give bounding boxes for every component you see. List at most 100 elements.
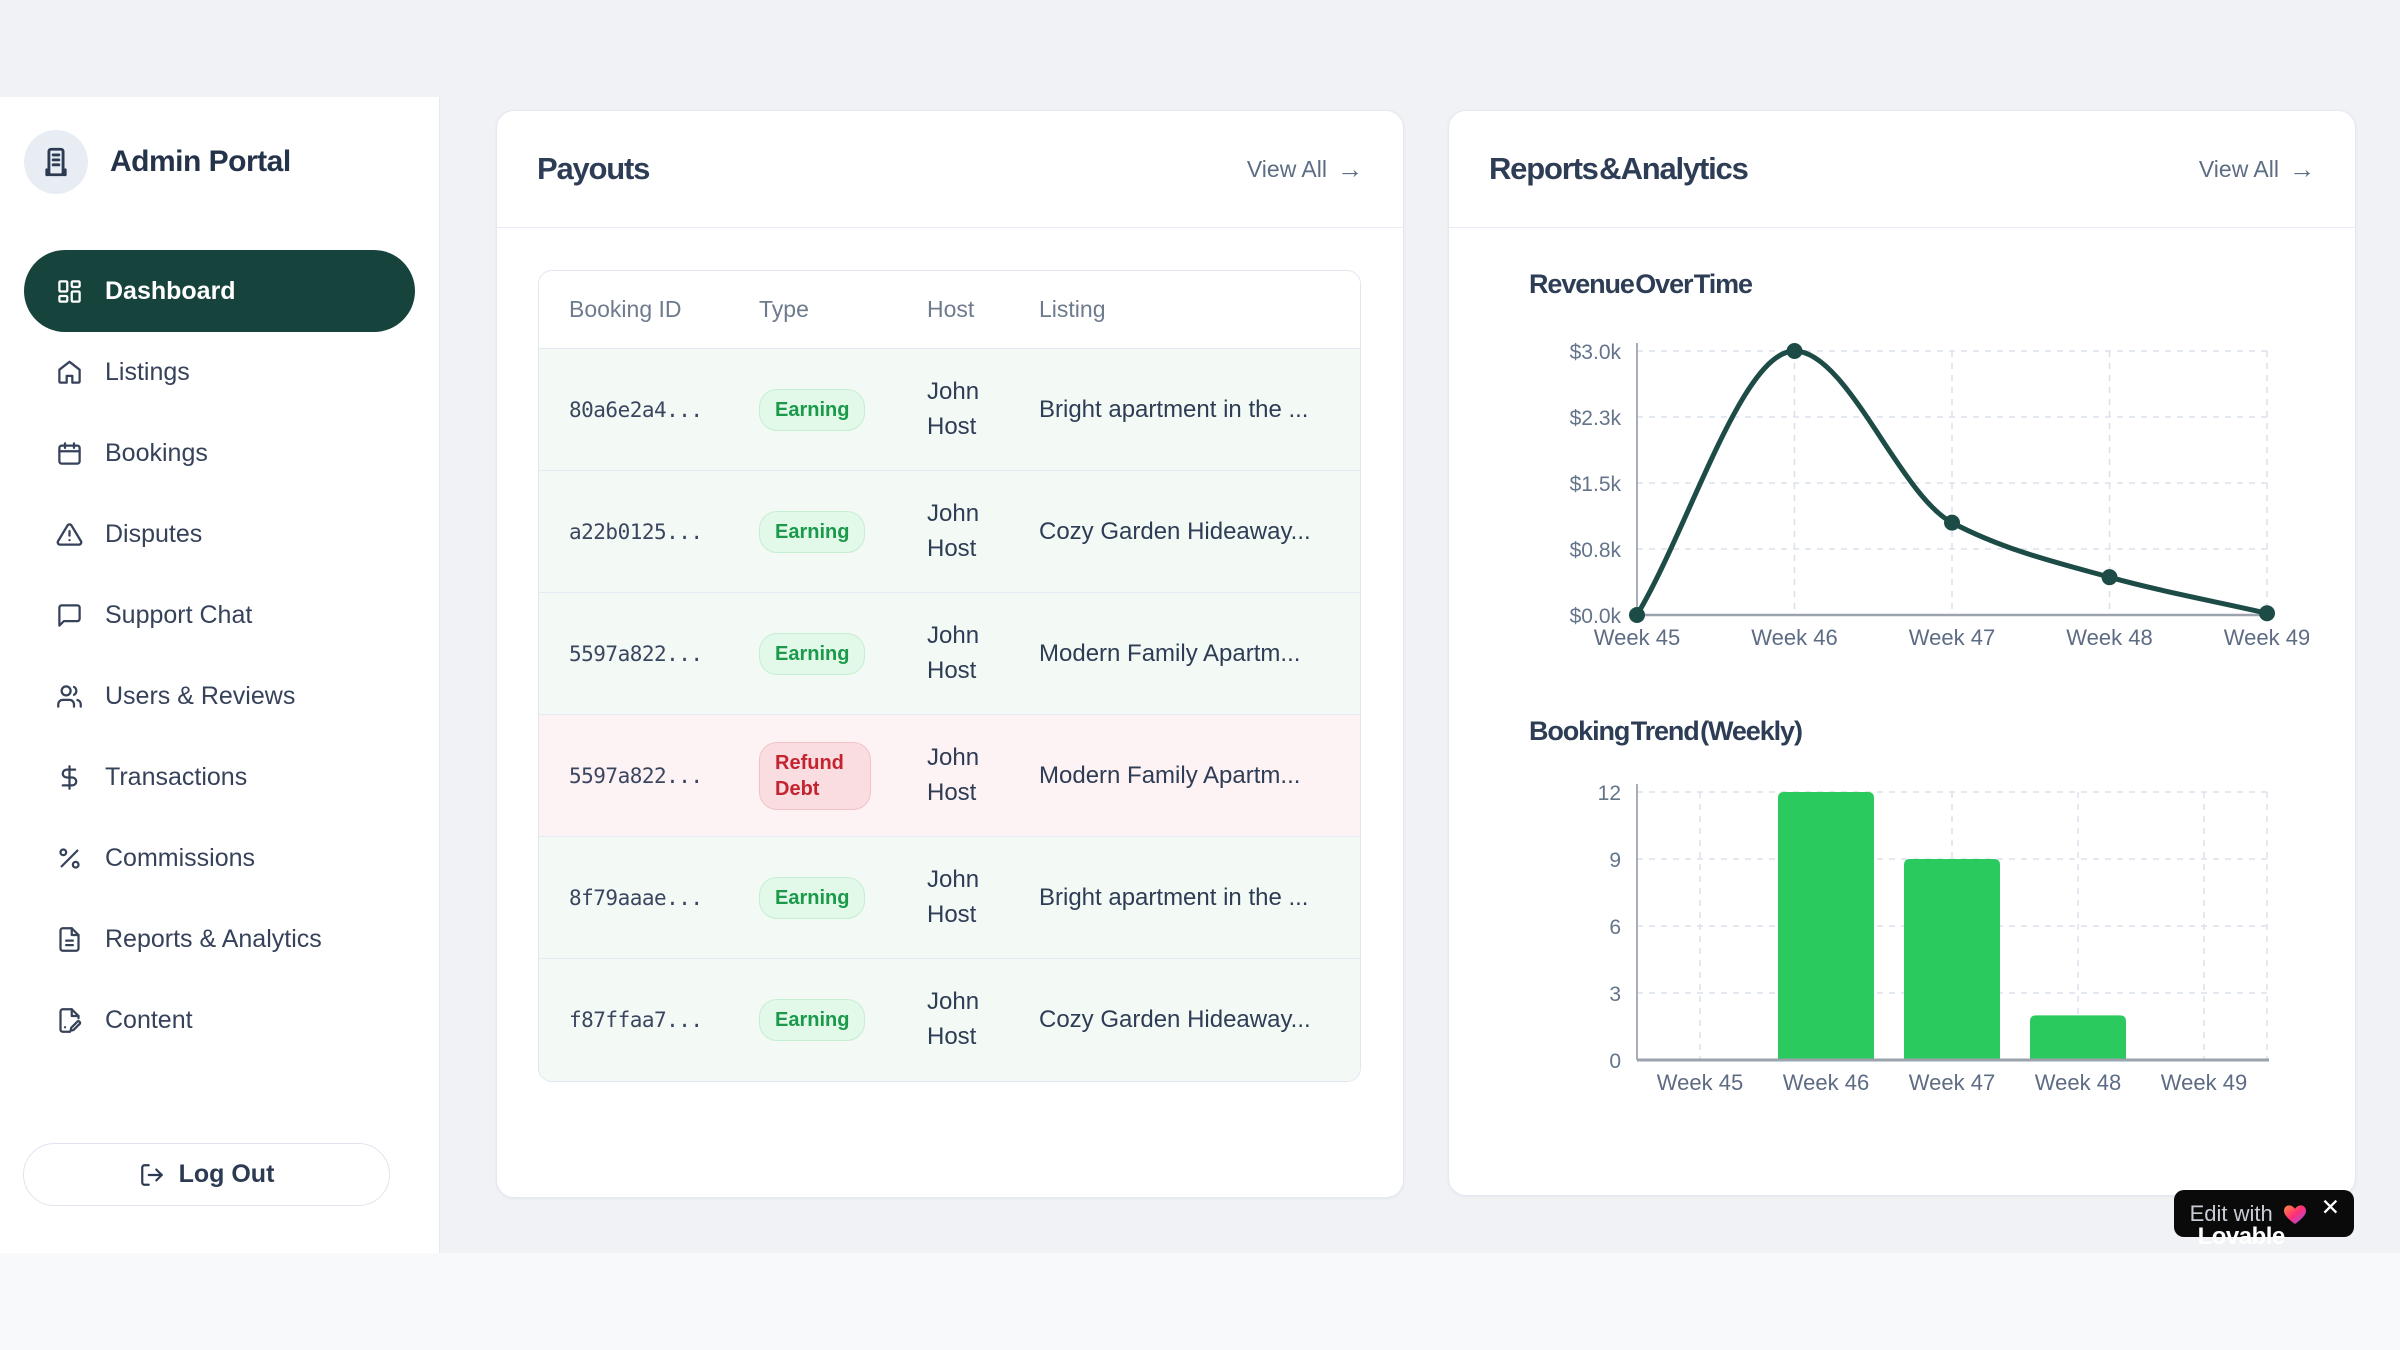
- svg-text:Week 45: Week 45: [1657, 1070, 1743, 1095]
- svg-text:Week 48: Week 48: [2035, 1070, 2121, 1095]
- type-cell: Earning: [759, 876, 927, 919]
- table-row[interactable]: f87ffaa7... Earning John Host Cozy Garden H…: [539, 959, 1360, 1081]
- home-icon: [56, 359, 83, 386]
- booking-id-cell: 5597a822...: [569, 763, 703, 788]
- users-icon: [56, 683, 83, 710]
- sidebar-item-users-reviews[interactable]: Users & Reviews: [0, 656, 439, 737]
- sidebar-item-commissions[interactable]: Commissions: [0, 818, 439, 899]
- type-cell: Earning: [759, 632, 927, 675]
- type-cell: Refund Debt: [759, 741, 927, 810]
- svg-text:$1.5k: $1.5k: [1570, 473, 1622, 496]
- payouts-view-all-button[interactable]: View All →: [1247, 156, 1363, 183]
- close-icon[interactable]: ✕: [2320, 1194, 2340, 1220]
- listing-cell: Bright apartment in the ...: [1039, 395, 1309, 423]
- logout-label: Log Out: [178, 1160, 275, 1188]
- sidebar-item-label: Transactions: [105, 763, 248, 791]
- host-cell: John Host: [927, 988, 980, 1050]
- svg-text:$0.8k: $0.8k: [1570, 539, 1622, 562]
- svg-text:3: 3: [1609, 983, 1621, 1006]
- reports-view-all-button[interactable]: View All →: [2199, 156, 2315, 183]
- svg-text:Week 48: Week 48: [2066, 625, 2152, 650]
- payouts-view-all-label: View All: [1246, 155, 1327, 182]
- host-cell: John Host: [927, 377, 980, 440]
- file-pen-icon: [56, 1007, 83, 1034]
- column-header: Host: [927, 296, 975, 322]
- sidebar: Admin Portal Dashboard Listings Bookings Di…: [0, 97, 440, 1253]
- payouts-title: Payouts: [537, 151, 650, 186]
- logout-button[interactable]: Log Out: [23, 1143, 390, 1206]
- svg-text:Week 46: Week 46: [1751, 625, 1837, 650]
- type-cell: Earning: [759, 510, 927, 553]
- sidebar-item-label: Dashboard: [105, 276, 236, 305]
- type-badge: Earning: [759, 388, 866, 431]
- type-cell: Earning: [759, 388, 927, 431]
- listing-cell: Modern Family Apartm...: [1039, 761, 1301, 789]
- logout-icon: [139, 1162, 165, 1188]
- table-row[interactable]: 80a6e2a4... Earning John Host Bright apartm…: [539, 349, 1360, 471]
- table-row[interactable]: 5597a822... Refund Debt John Host Modern Fa…: [539, 715, 1360, 837]
- sidebar-item-bookings[interactable]: Bookings: [0, 413, 439, 494]
- svg-text:$0.0k: $0.0k: [1570, 605, 1622, 628]
- type-badge: Earning: [759, 999, 866, 1041]
- table-row[interactable]: 5597a822... Earning John Host Modern Family…: [539, 593, 1360, 715]
- sidebar-item-content[interactable]: Content: [0, 980, 439, 1061]
- sidebar-item-support-chat[interactable]: Support Chat: [0, 575, 439, 656]
- app-title: Admin Portal: [110, 145, 291, 178]
- sidebar-item-label: Commissions: [105, 844, 256, 872]
- booking-id-cell: 5597a822...: [569, 641, 703, 666]
- sidebar-item-label: Listings: [105, 358, 190, 386]
- alert-triangle-icon: [56, 521, 83, 548]
- lovable-badge-prefix: Edit with: [2189, 1200, 2273, 1226]
- svg-text:Week 47: Week 47: [1909, 1070, 1995, 1095]
- sidebar-item-label: Reports & Analytics: [105, 925, 322, 953]
- type-badge: Earning: [759, 510, 866, 553]
- listing-cell: Bright apartment in the ...: [1039, 883, 1309, 911]
- host-cell: John Host: [927, 621, 980, 684]
- booking-id-cell: 80a6e2a4...: [569, 397, 703, 422]
- sidebar-item-dashboard[interactable]: Dashboard: [24, 250, 415, 332]
- arrow-right-icon: →: [1337, 154, 1363, 184]
- listing-cell: Modern Family Apartm...: [1039, 639, 1301, 667]
- building-logo-icon: [24, 130, 88, 194]
- svg-text:Week 45: Week 45: [1594, 625, 1680, 650]
- svg-text:9: 9: [1609, 849, 1621, 872]
- sidebar-item-listings[interactable]: Listings: [0, 332, 439, 413]
- reports-view-all-label: View All: [2198, 155, 2279, 182]
- sidebar-item-label: Disputes: [105, 520, 203, 548]
- revenue-chart-title: Revenue Over Time: [1529, 269, 1753, 299]
- file-text-icon: [56, 926, 83, 953]
- booking-id-cell: f87ffaa7...: [569, 1008, 703, 1032]
- sidebar-item-label: Support Chat: [105, 601, 253, 629]
- sidebar-item-label: Bookings: [105, 439, 208, 467]
- svg-text:$3.0k: $3.0k: [1570, 341, 1622, 364]
- message-square-icon: [56, 602, 83, 629]
- arrow-right-icon: →: [2289, 154, 2315, 184]
- svg-text:Week 49: Week 49: [2224, 625, 2309, 650]
- host-cell: John Host: [927, 865, 980, 928]
- booking-id-cell: 8f79aaae...: [569, 885, 703, 910]
- svg-text:0: 0: [1609, 1050, 1621, 1073]
- column-header: Booking ID: [569, 296, 682, 322]
- sidebar-item-transactions[interactable]: Transactions: [0, 737, 439, 818]
- percent-icon: [56, 845, 83, 872]
- type-cell: Earning: [759, 999, 927, 1041]
- booking-trend-chart-title: Booking Trend (Weekly): [1529, 716, 1803, 746]
- listing-cell: Cozy Garden Hideaway...: [1039, 517, 1311, 545]
- heart-icon: [2282, 1201, 2308, 1227]
- table-row[interactable]: a22b0125... Earning John Host Cozy Garden H…: [539, 471, 1360, 593]
- booking-trend-bar-chart: 0 3 6 9 12 Week 45 Week 46 Week 47 Week 48 Week 4…: [1598, 782, 2269, 1095]
- payouts-card-header: Payouts View All →: [497, 111, 1403, 228]
- payouts-table: Booking ID Type Host Listing 80a6e2a4... Earn…: [538, 270, 1361, 1082]
- sidebar-item-reports-analytics[interactable]: Reports & Analytics: [0, 899, 439, 980]
- booking-id-cell: a22b0125...: [569, 519, 703, 544]
- svg-text:12: 12: [1598, 782, 1621, 805]
- lovable-badge[interactable]: Edit with Lovable ✕: [2173, 1190, 2354, 1250]
- table-row[interactable]: 8f79aaae... Earning John Host Bright apartm…: [539, 837, 1360, 959]
- sidebar-item-disputes[interactable]: Disputes: [0, 494, 439, 575]
- host-cell: John Host: [927, 499, 980, 562]
- layout-dashboard-icon: [56, 278, 83, 305]
- reports-card-header: Reports & Analytics View All →: [1449, 111, 2355, 228]
- payouts-card: Payouts View All → Booking ID Type Host Lis…: [496, 110, 1404, 1198]
- type-badge: Earning: [759, 632, 866, 675]
- revenue-line-chart: $0.0k $0.8k $1.5k $2.3k $3.0k Week 45 Week 46 W…: [1570, 341, 2309, 650]
